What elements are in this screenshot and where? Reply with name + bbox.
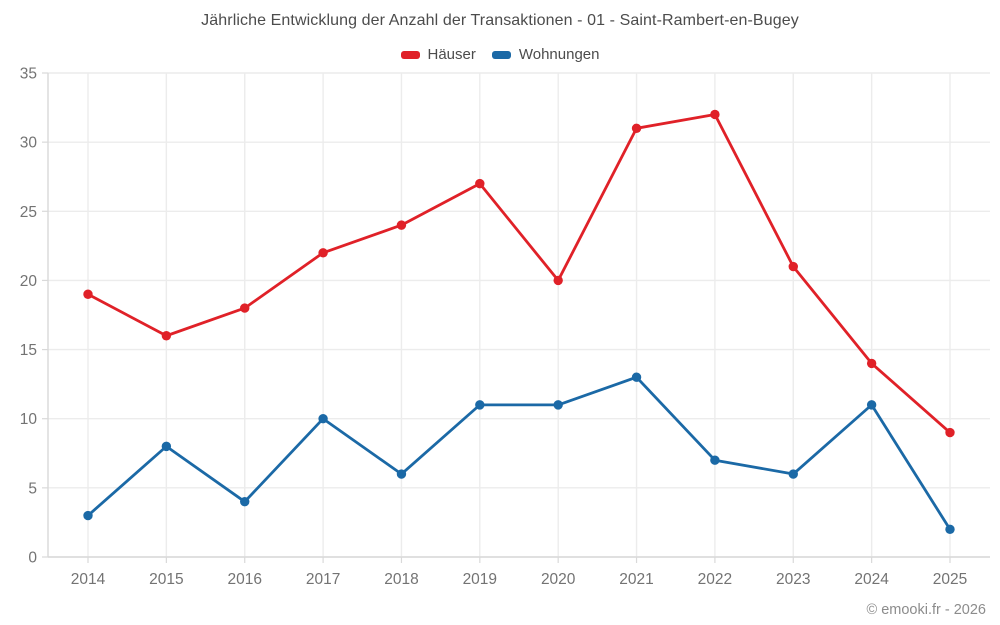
svg-text:5: 5 [28,480,37,497]
svg-text:2017: 2017 [306,571,340,588]
legend-item-wohnungen[interactable]: Wohnungen [491,46,600,63]
svg-text:30: 30 [20,135,38,152]
legend-swatch-haeuser-icon [400,50,420,59]
svg-text:2015: 2015 [149,571,183,588]
legend-item-haeuser[interactable]: Häuser [400,46,476,63]
svg-text:2021: 2021 [619,571,653,588]
svg-text:2016: 2016 [227,571,261,588]
svg-text:25: 25 [20,204,37,221]
svg-text:2020: 2020 [541,571,576,588]
svg-text:10: 10 [20,411,38,428]
legend-label-haeuser: Häuser [427,46,476,63]
svg-text:0: 0 [28,550,37,567]
svg-text:2025: 2025 [933,571,967,588]
svg-text:2024: 2024 [854,571,889,588]
svg-text:2023: 2023 [776,571,810,588]
copyright-text: © emooki.fr - 2026 [866,602,986,618]
legend-label-wohnungen: Wohnungen [518,46,600,63]
svg-text:20: 20 [20,273,38,290]
chart-title: Jährliche Entwicklung der Anzahl der Tra… [201,12,799,29]
legend-swatch-wohnungen-icon [491,50,511,59]
svg-text:2014: 2014 [71,571,106,588]
svg-text:2022: 2022 [698,571,732,588]
svg-text:2019: 2019 [463,571,497,588]
svg-text:2018: 2018 [384,571,418,588]
svg-text:15: 15 [20,342,37,359]
chart-legend: Häuser Wohnungen [0,46,1000,63]
svg-text:35: 35 [20,66,37,83]
